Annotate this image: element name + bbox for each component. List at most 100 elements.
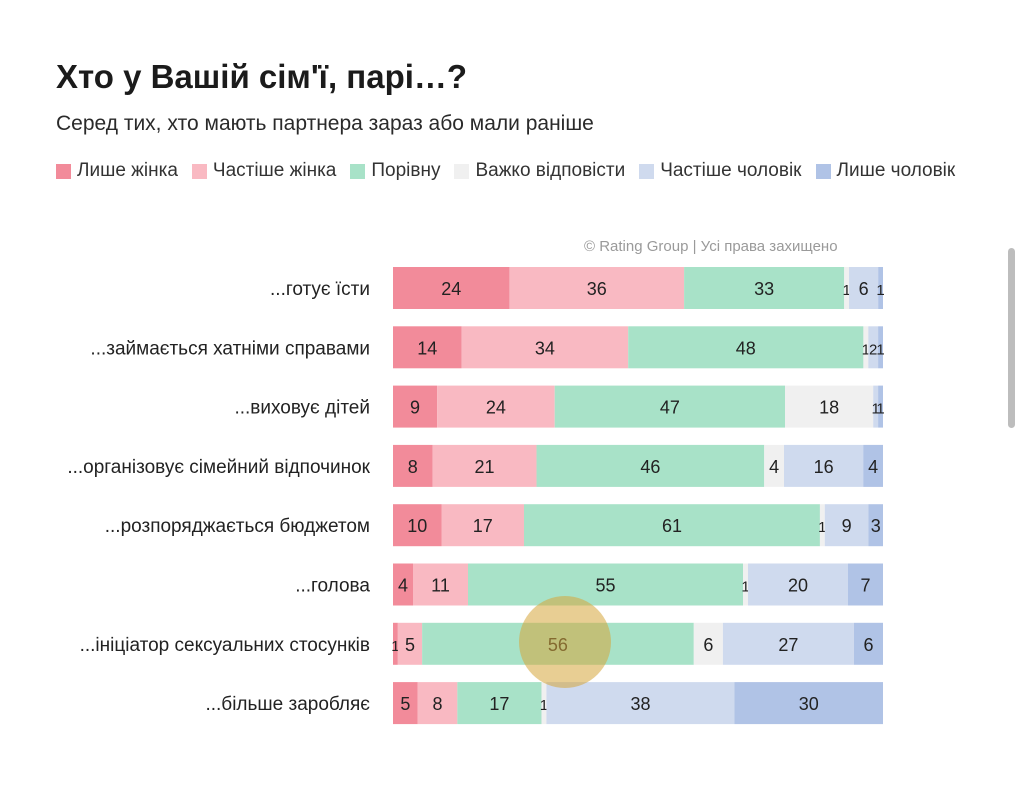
- data-label: 5: [400, 694, 410, 714]
- legend-label: Частіше жінка: [212, 160, 337, 181]
- bar-segment: [457, 682, 542, 725]
- legend-item-only-woman: Лише жінка: [56, 160, 178, 182]
- bar-segment: [541, 682, 547, 725]
- touch-highlight: [519, 596, 611, 688]
- data-label: 1: [862, 341, 870, 358]
- bar-segment: [878, 385, 883, 428]
- bar-segment: [413, 563, 468, 606]
- bar-segment: [554, 385, 785, 428]
- category-label: ...ініціатор сексуальних стосунків: [80, 635, 370, 656]
- data-label: 6: [703, 635, 713, 655]
- legend-swatch: [191, 163, 207, 179]
- category-label: ...голова: [295, 576, 370, 597]
- bar-segment: [764, 444, 785, 487]
- legend-swatch: [815, 163, 831, 179]
- bar-segment: [509, 267, 685, 309]
- data-label: 9: [410, 398, 420, 418]
- bar-segment: [393, 622, 398, 665]
- bar-segment: [848, 563, 883, 606]
- legend-item-hard-to-say: Важко відповісти: [454, 160, 625, 182]
- data-label: 4: [868, 457, 878, 477]
- data-label: 4: [769, 457, 779, 477]
- data-label: 10: [407, 516, 427, 536]
- bar-segment: [743, 563, 748, 606]
- bar-segment: [863, 444, 883, 487]
- bar-segment: [441, 504, 524, 547]
- bar-segment: [693, 622, 723, 665]
- data-label: 14: [417, 338, 437, 358]
- bar-segment: [393, 504, 442, 547]
- data-label: 38: [630, 694, 650, 714]
- data-label: 30: [799, 694, 819, 714]
- data-label: 55: [595, 576, 615, 596]
- data-label: 48: [736, 338, 756, 358]
- bar-segment: [722, 622, 854, 665]
- data-label: 17: [489, 694, 509, 714]
- legend-label: Частіше чоловік: [660, 160, 802, 181]
- data-label: 6: [859, 279, 869, 299]
- data-label: 3: [871, 516, 881, 536]
- bar-segment: [628, 326, 864, 369]
- bar-segment: [393, 385, 438, 428]
- bar-segment: [863, 326, 869, 369]
- bar-segment: [748, 563, 848, 606]
- data-label: 2: [869, 341, 877, 358]
- legend-item-only-man: Лише чоловік: [815, 160, 956, 182]
- data-label: 11: [431, 576, 450, 596]
- category-label: ...готує їсти: [270, 279, 370, 300]
- legend: Лише жінка Частіше жінка Порівну Важко в…: [56, 160, 1006, 182]
- bar-segment: [432, 444, 537, 487]
- bar-segment: [853, 622, 883, 665]
- bar-segment: [397, 622, 423, 665]
- legend-swatch: [639, 163, 655, 179]
- bar-segment: [684, 267, 845, 309]
- data-label: 1: [871, 401, 879, 418]
- data-label: 18: [819, 398, 839, 418]
- legend-swatch: [350, 163, 366, 179]
- data-label: 1: [540, 697, 548, 714]
- bar-segment: [393, 444, 433, 487]
- category-label: ...розпоряджається бюджетом: [105, 516, 370, 537]
- legend-swatch: [454, 163, 470, 179]
- bar-segment: [393, 563, 413, 606]
- legend-swatch: [56, 163, 71, 179]
- bar-segment: [868, 504, 883, 547]
- data-label: 1: [876, 401, 884, 418]
- bar-segment: [785, 385, 874, 428]
- data-label: 1: [741, 579, 749, 596]
- legend-item-mostly-woman: Частіше жінка: [191, 160, 337, 182]
- data-label: 21: [475, 457, 495, 477]
- data-label: 1: [391, 638, 399, 655]
- legend-label: Лише жінка: [77, 160, 178, 181]
- data-label: 17: [473, 516, 493, 536]
- category-label: ...виховує дітей: [234, 398, 370, 419]
- bar-segment: [461, 326, 629, 369]
- category-label: ...більше заробляє: [205, 694, 370, 715]
- data-label: 1: [876, 341, 884, 358]
- category-label: ...організовує сімейний відпочинок: [67, 457, 370, 478]
- bar-segment: [849, 267, 879, 309]
- data-label: 24: [486, 398, 506, 418]
- scrollbar[interactable]: [1008, 248, 1015, 428]
- data-label: 33: [754, 279, 774, 299]
- legend-label: Важко відповісти: [475, 160, 626, 181]
- bar-segment: [868, 326, 879, 369]
- chart-subtitle: Серед тих, хто мають партнера зараз або …: [56, 112, 594, 135]
- data-label: 47: [660, 398, 680, 418]
- bar-segment: [873, 385, 879, 428]
- data-label: 9: [842, 516, 852, 536]
- bar-segment: [824, 504, 869, 547]
- bar-segment: [819, 504, 825, 547]
- bar-segment: [393, 682, 418, 725]
- data-label: 6: [863, 635, 873, 655]
- bar-segment: [878, 267, 883, 309]
- data-label: 61: [662, 516, 682, 536]
- data-label: 8: [408, 457, 418, 477]
- data-label: 16: [814, 457, 834, 477]
- data-label: 27: [778, 635, 798, 655]
- data-label: 1: [842, 282, 850, 299]
- bar-segment: [468, 563, 743, 606]
- legend-label: Лише чоловік: [836, 160, 956, 181]
- bar-segment: [734, 682, 883, 725]
- legend-item-mostly-man: Частіше чоловік: [639, 160, 802, 182]
